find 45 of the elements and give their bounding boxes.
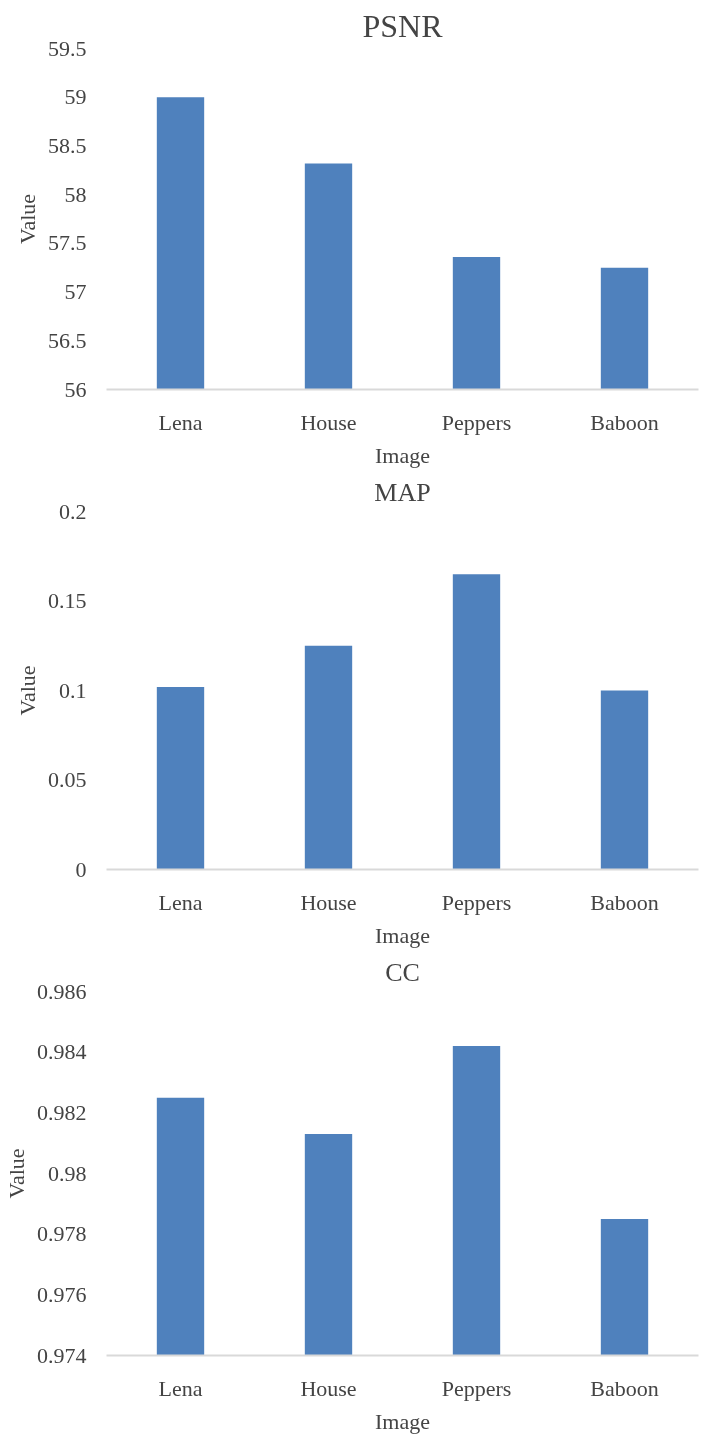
x-axis-title: Image [375,1408,430,1434]
y-tick-label: 58 [64,181,87,207]
y-tick-label: 0.974 [37,1342,87,1368]
x-tick-label: Peppers [441,409,512,435]
bar [452,574,501,870]
y-tick-label: 0.1 [59,677,87,703]
x-tick-label: Baboon [590,1375,659,1401]
y-tick-label: 57 [64,279,87,305]
x-tick-label: Lena [158,889,203,915]
y-tick-label: 59.5 [48,35,87,61]
y-tick-label: 57.5 [48,230,87,256]
x-tick-label: Peppers [441,1375,512,1401]
y-axis-title: Value [15,193,40,245]
x-tick-label: Peppers [441,889,512,915]
y-tick-label: 56.5 [48,327,87,353]
y-tick-label: 0.05 [48,767,87,792]
x-axis-title: Image [375,442,430,468]
x-tick-label: Baboon [590,409,659,435]
y-axis-title: Value [4,1148,29,1199]
y-tick-label: 0.976 [37,1281,87,1307]
x-axis-title: Image [375,922,430,948]
y-tick-label: 59 [64,84,87,110]
bar [156,686,205,870]
x-tick-label: Lena [158,409,203,435]
y-tick-label: 0.15 [48,588,87,613]
x-tick-label: Baboon [590,889,659,915]
y-axis-title: Value [15,665,40,716]
y-tick-label: 56 [64,376,87,402]
y-tick-label: 0.978 [37,1221,87,1247]
chart-title: MAP [374,477,431,507]
y-tick-label: 0.984 [37,1039,87,1065]
y-tick-label: 0 [75,856,87,882]
x-tick-label: House [300,889,357,915]
bar [304,645,353,870]
x-tick-label: Lena [158,1375,203,1401]
y-tick-label: 0.982 [37,1099,87,1125]
y-tick-label: 58.5 [48,132,87,158]
x-tick-label: House [300,409,357,435]
chart-title: PSNR [362,7,444,44]
y-tick-label: 0.986 [37,978,87,1004]
bar [600,690,649,870]
chart-title: CC [385,957,420,987]
y-tick-label: 0.2 [59,498,87,524]
y-tick-label: 0.98 [48,1160,87,1186]
x-tick-label: House [300,1375,357,1401]
